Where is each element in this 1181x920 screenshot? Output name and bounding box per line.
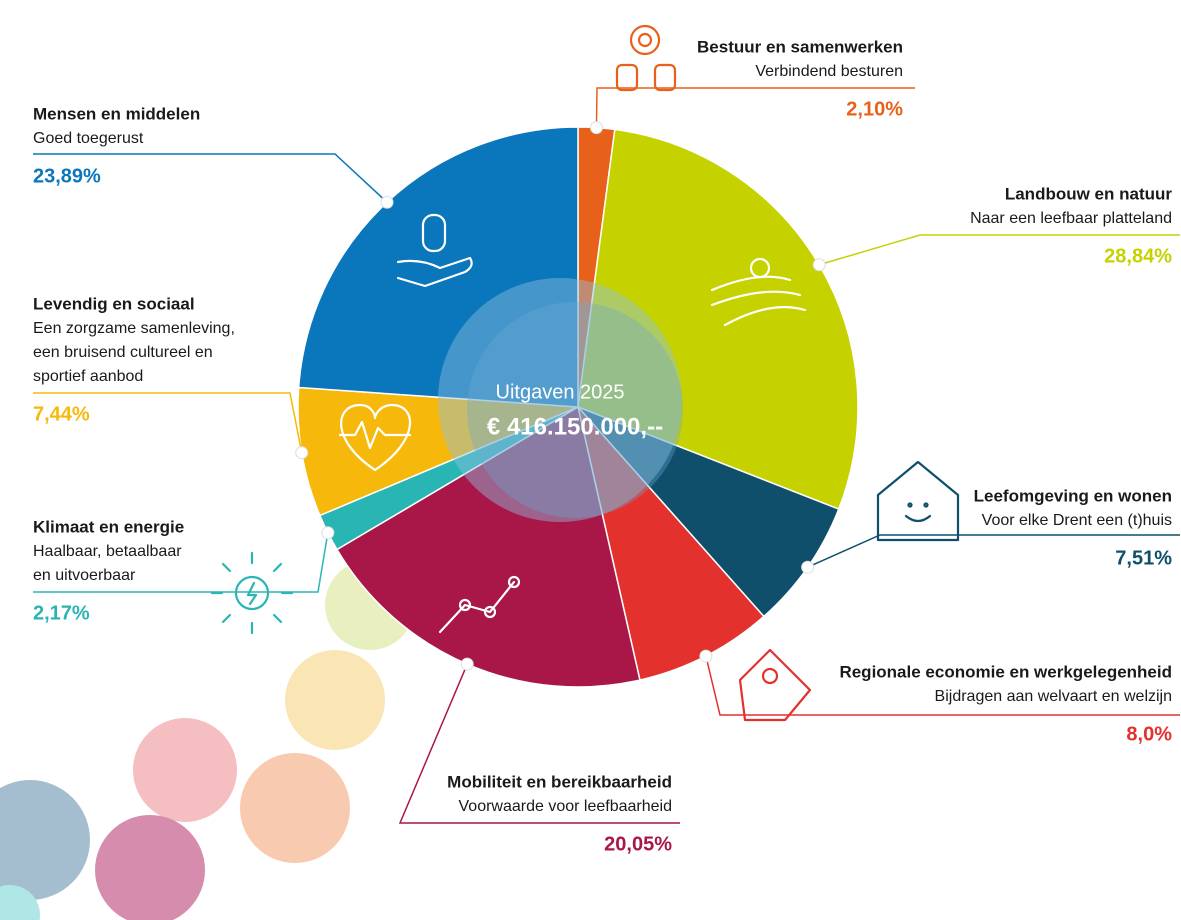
leader-dot	[699, 649, 713, 663]
center-blob	[438, 278, 683, 522]
value-label: 20,05%	[604, 833, 672, 855]
leader-line	[595, 87, 915, 128]
category-subtitle: Verbindend besturen	[755, 63, 903, 80]
category-title: Mensen en middelen	[33, 104, 200, 123]
leader-line	[33, 392, 303, 453]
value-label: 7,44%	[33, 403, 90, 425]
leader-dot	[589, 121, 603, 135]
category-subtitle: een bruisend cultureel en	[33, 344, 213, 361]
value-label: 2,10%	[846, 98, 903, 120]
value-label: 23,89%	[33, 165, 101, 187]
category-subtitle: Goed toegerust	[33, 130, 144, 147]
category-subtitle: Naar een leefbaar platteland	[970, 210, 1172, 227]
leader-line	[33, 153, 388, 203]
category-title: Bestuur en samenwerken	[697, 37, 903, 56]
category-title: Levendig en sociaal	[33, 294, 195, 313]
category-title: Leefomgeving en wonen	[974, 486, 1172, 505]
leader-dot	[812, 258, 826, 272]
leader-dot	[295, 446, 309, 460]
category-subtitle: Voorwaarde voor leefbaarheid	[459, 798, 672, 815]
center-value: € 416.150.000,--	[487, 413, 663, 440]
category-subtitle: en uitvoerbaar	[33, 567, 136, 584]
category-subtitle: Bijdragen aan welvaart en welzijn	[935, 688, 1172, 705]
leader-line	[818, 234, 1180, 266]
category-title: Mobiliteit en bereikbaarheid	[447, 772, 672, 791]
decor-blobs	[0, 560, 415, 920]
leader-line	[807, 534, 1180, 568]
leader-dot	[380, 195, 394, 209]
center-title: Uitgaven 2025	[496, 381, 625, 403]
value-label: 2,17%	[33, 602, 90, 624]
value-label: 28,84%	[1104, 245, 1172, 267]
value-label: 8,0%	[1126, 723, 1172, 745]
category-title: Landbouw en natuur	[1005, 184, 1173, 203]
leader-dot	[460, 657, 474, 671]
category-subtitle: Voor elke Drent een (t)huis	[982, 512, 1172, 529]
labels: Bestuur en samenwerken Verbindend besture…	[33, 37, 1180, 855]
category-subtitle: Een zorgzame samenleving,	[33, 320, 235, 337]
leader-line	[398, 663, 680, 824]
value-label: 7,51%	[1115, 547, 1172, 569]
leader-dot	[801, 560, 815, 574]
leader-line	[33, 532, 329, 593]
category-subtitle: Haalbaar, betaalbaar	[33, 543, 182, 560]
category-title: Regionale economie en werkgelegenheid	[839, 662, 1172, 681]
leader-line	[705, 655, 1180, 716]
category-subtitle: sportief aanbod	[33, 368, 143, 385]
icons	[210, 24, 960, 722]
leader-dot	[321, 526, 335, 540]
category-title: Klimaat en energie	[33, 517, 184, 536]
